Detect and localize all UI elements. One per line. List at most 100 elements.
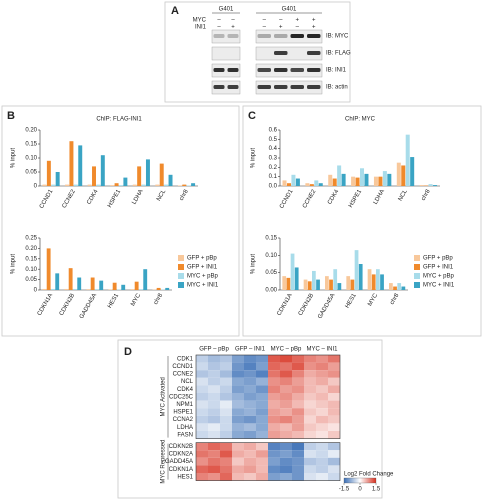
heatmap-cell [280,377,292,386]
heatmap-cell [316,355,328,363]
legend-swatch [178,264,184,270]
heatmap-cell [316,400,328,409]
panel-b-frame [1,105,240,337]
heatmap-cell [232,423,244,431]
heatmap-cell [220,377,232,386]
bar [382,171,387,186]
heatmap-cell [280,362,292,371]
heatmap-cell [244,393,256,401]
heatmap-cell [268,442,280,451]
bar [341,173,346,186]
bar [95,289,99,290]
heatmap-cell [232,465,244,473]
y-tick-label: 0.05 [25,170,37,176]
heatmap-cell [208,362,220,371]
legend-swatch [178,282,184,288]
legend-swatch [178,255,184,261]
bar [78,145,83,186]
heatmap-cell [256,393,268,401]
heatmap-cell [304,355,316,363]
lane-sign: – [217,18,221,24]
bar [360,168,365,186]
bar [112,282,117,290]
heatmap-cell [328,431,340,439]
legend-label: MYC + INI1 [187,283,219,289]
heatmap-cell [316,393,328,401]
bar [191,183,196,186]
legend-label: GFP + INI1 [187,265,218,271]
heatmap-cell [196,431,208,439]
x-tick-label: CCNE2 [62,188,78,209]
heatmap-cell [232,355,244,363]
x-tick-label: chr8 [153,292,164,306]
heatmap-cell [268,400,280,409]
heatmap-cell [220,408,232,416]
row-label: NPM1 [176,402,193,408]
column-group-label: GFP – pBp [199,347,229,353]
heatmap-cell [196,457,208,466]
heatmap-cell [244,457,256,466]
bar [186,185,191,186]
x-tick-label: HSPE1 [107,188,122,209]
blot-band [290,34,304,38]
y-tick-label: 0.5 [269,137,278,143]
bar [325,276,329,290]
legend-swatch [178,273,184,279]
heatmap-cell [256,408,268,416]
antibody-label: IB: INI1 [326,68,347,74]
bar [373,176,378,186]
heatmap-cell [196,442,208,451]
heatmap-cell [244,423,256,431]
bar [90,277,95,290]
heatmap-cell [196,423,208,431]
heatmap-cell [256,450,268,458]
heatmap-cell [316,415,328,424]
heatmap-cell [220,355,232,363]
heatmap-cell [268,377,280,386]
column-group-label: MYC – INI1 [306,347,338,353]
heatmap-cell [292,377,304,386]
y-tick-label: 0.4 [269,146,278,152]
y-axis-label: % input [11,254,17,274]
bar [337,165,342,186]
row-label: HES1 [177,474,193,480]
heatmap-cell [268,465,280,473]
legend-label: GFP + pBp [423,256,453,262]
heatmap-cell [196,450,208,458]
heatmap-cell [304,393,316,401]
heatmap-cell [316,450,328,458]
bar [358,264,363,290]
heatmap-cell [208,431,220,439]
bar [419,185,424,186]
heatmap-cell [220,415,232,424]
heatmap-cell [268,423,280,431]
heatmap-cell [220,442,232,451]
heatmap-cell [196,385,208,393]
bar [51,288,55,290]
heatmap-cell [244,473,256,481]
x-tick-label: CCNE2 [302,188,318,209]
heatmap-cell [292,450,304,458]
x-tick-label: HES1 [107,292,120,309]
row-label: CDKN2B [169,444,193,450]
heatmap-cell [196,473,208,481]
bar [290,253,295,290]
bar [100,155,105,186]
x-tick-label: CDKN2B [59,293,76,317]
bar [132,184,137,186]
heatmap-cell [292,442,304,451]
heatmap-cell [232,377,244,386]
lane-sign: – [263,18,267,24]
blot-strip [211,63,241,78]
bar [69,141,74,186]
heatmap-cell [268,355,280,363]
heatmap-cell [316,408,328,416]
heatmap-cell [292,423,304,431]
x-tick-label: NCL [156,188,168,202]
x-tick-label: LDHA [373,189,386,206]
bar [367,269,372,290]
lane-sign: – [296,25,300,31]
bar [354,250,359,290]
heatmap-cell [268,457,280,466]
heatmap-cell [232,415,244,424]
